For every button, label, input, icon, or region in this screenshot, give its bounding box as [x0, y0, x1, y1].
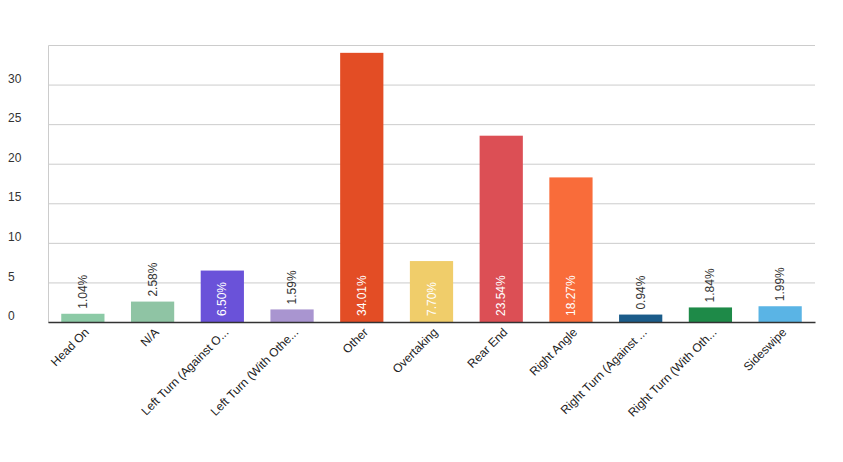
bar [410, 261, 453, 322]
bar [61, 314, 104, 322]
x-axis-line [49, 322, 816, 324]
chart: 051015202530Head OnN/ALeft Turn (Against… [0, 0, 843, 462]
y-axis-line [49, 46, 816, 323]
x-tick: Head On [48, 322, 92, 369]
bar [619, 315, 662, 322]
bars [61, 53, 802, 322]
bar [759, 306, 802, 322]
x-tick: Other [340, 322, 371, 356]
grid-line [48, 164, 815, 165]
y-tick-label: 20 [8, 151, 22, 165]
y-tick: 10 [8, 230, 815, 244]
x-tick-label: Other [340, 325, 371, 356]
grid-line [48, 124, 815, 125]
x-tick: Rear End [465, 322, 511, 371]
x-tick: Right Turn (With Oth... [625, 322, 719, 420]
x-tick: Sideswipe [741, 322, 790, 374]
x-tick-label: Left Turn (With Othe... [208, 325, 301, 418]
x-tick-label: Sideswipe [741, 325, 790, 374]
y-tick-label: 10 [8, 230, 22, 244]
x-tick: Right Angle [527, 322, 581, 379]
bar [201, 271, 244, 322]
x-tick-label: Rear End [465, 325, 511, 371]
plot: 051015202530Head OnN/ALeft Turn (Against… [8, 46, 816, 420]
data-label: 6.50% [215, 282, 229, 316]
data-label: 1.84% [703, 268, 717, 302]
bar [549, 177, 592, 322]
y-tick: 25 [8, 111, 815, 125]
y-tick-label: 30 [8, 72, 22, 86]
y-tick: 15 [8, 190, 815, 204]
data-label: 18.27% [564, 275, 578, 316]
y-tick-label: 25 [8, 111, 22, 125]
data-label: 7.70% [425, 282, 439, 316]
grid-line [48, 85, 815, 86]
x-axis: Head OnN/ALeft Turn (Against O...Left Tu… [48, 322, 815, 420]
data-label: 1.04% [76, 274, 90, 308]
x-tick: Overtaking [390, 322, 441, 376]
data-label: 2.58% [146, 262, 160, 296]
data-label: 0.94% [634, 275, 648, 309]
x-tick-label: N/A [138, 325, 162, 349]
grid-line [48, 322, 815, 323]
data-label: 1.59% [285, 270, 299, 304]
y-tick: 20 [8, 151, 815, 165]
x-tick-label: Right Turn (With Oth... [625, 325, 719, 419]
y-tick-label: 0 [8, 309, 15, 323]
bar [340, 53, 383, 322]
bar [131, 302, 174, 322]
x-tick-label: Overtaking [390, 325, 441, 376]
x-tick: Left Turn (With Othe... [208, 322, 301, 419]
y-tick-label: 5 [8, 270, 15, 284]
x-tick-label: Right Angle [527, 325, 581, 379]
y-axis: 0 5 10 15 20 25 30 [8, 46, 815, 324]
bar [689, 307, 732, 322]
grid-line [48, 203, 815, 204]
data-labels: 1.04% 2.58% 6.50% 1.59% 34.01% 7.70% 23.54% 18.… [76, 262, 787, 316]
bar [480, 136, 523, 322]
data-label: 23.54% [494, 275, 508, 316]
grid-line [48, 243, 815, 244]
y-tick: 30 [8, 72, 815, 86]
data-label: 34.01% [355, 275, 369, 316]
data-label: 1.99% [773, 267, 787, 301]
x-tick: N/A [138, 322, 162, 349]
y-tick-label: 15 [8, 190, 22, 204]
bar [270, 309, 313, 322]
x-tick-label: Head On [48, 325, 92, 369]
